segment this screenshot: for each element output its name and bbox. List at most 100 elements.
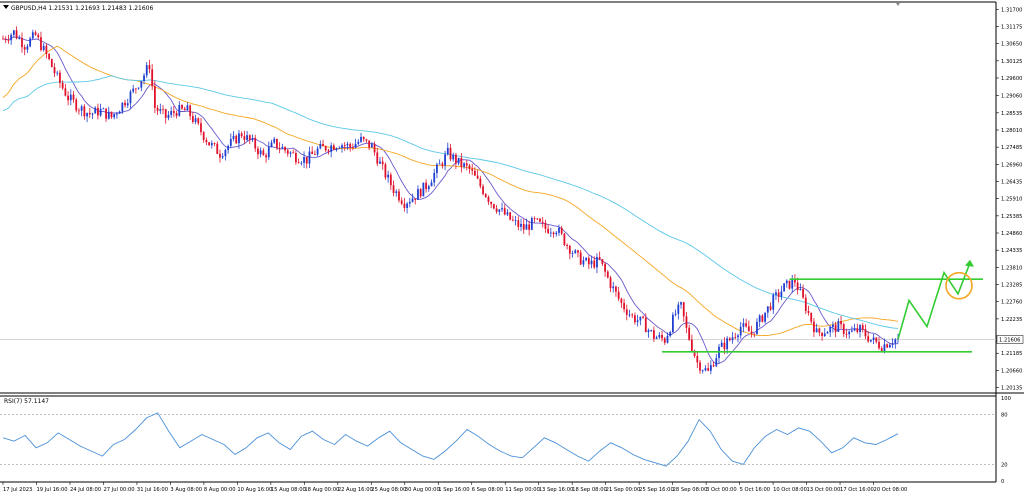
candle-body	[501, 208, 503, 210]
candle-body	[487, 197, 490, 202]
time-tick-label: 22 Aug 16:00	[338, 487, 373, 493]
time-tick-label: 10 Aug 16:00	[237, 487, 272, 493]
candle-body	[78, 110, 80, 112]
candle-body	[202, 132, 205, 140]
candle-body	[124, 102, 126, 106]
candle-body	[615, 286, 617, 292]
candle-body	[661, 334, 663, 339]
scroll-marker-icon[interactable]	[896, 3, 900, 6]
candle-body	[322, 143, 324, 147]
candle-body	[398, 191, 400, 201]
candle-body	[219, 153, 221, 158]
candle-body	[653, 330, 655, 339]
candle-body	[511, 219, 514, 221]
candle-body	[560, 227, 563, 234]
candle-body	[145, 65, 148, 76]
candle-body	[680, 302, 682, 305]
candle-body	[596, 257, 598, 268]
candle-body	[484, 194, 487, 198]
candle-body	[411, 198, 414, 202]
candle-body	[159, 109, 162, 111]
candle-body	[577, 250, 579, 253]
candle-body	[566, 245, 569, 246]
candle-body	[110, 111, 113, 118]
time-tick-label: 1 Sep 16:00	[438, 487, 469, 493]
candle-body	[457, 157, 460, 164]
price-tick-label: 1.26960	[1001, 162, 1022, 168]
candle-body	[376, 152, 379, 164]
candle-body	[872, 337, 875, 340]
candle-body	[720, 342, 723, 347]
price-projection	[897, 259, 974, 340]
candle-body	[132, 88, 135, 92]
time-tick-label: 5 Oct 16:00	[740, 487, 771, 493]
candle-body	[335, 148, 338, 150]
candle-body	[295, 152, 297, 163]
rsi-pane: 100 80 20 0	[0, 396, 1011, 485]
candle-body	[97, 107, 99, 116]
candle-body	[332, 145, 335, 150]
candle-body	[56, 72, 59, 74]
candle-body	[395, 191, 398, 193]
candle-body	[216, 143, 219, 154]
time-tick-label: 3 Aug 08:00	[170, 487, 202, 493]
candle-body	[731, 337, 734, 341]
candle-body	[663, 338, 666, 343]
candle-body	[162, 109, 164, 110]
candle-body	[579, 252, 582, 265]
candle-body	[894, 339, 897, 344]
candle-body	[853, 328, 856, 331]
candle-body	[164, 109, 167, 118]
time-tick-label: 30 Aug 00:00	[405, 487, 440, 493]
time-tick-label: 10 Oct 08:00	[773, 487, 807, 493]
candle-body	[815, 328, 818, 333]
candle-body	[232, 135, 235, 139]
candle-body	[408, 201, 411, 204]
candle-body	[316, 148, 319, 155]
candle-body	[324, 146, 327, 151]
candle-body	[248, 135, 251, 140]
candle-body	[807, 310, 810, 313]
candle-body	[21, 38, 23, 48]
candle-body	[449, 147, 452, 160]
candle-body	[479, 178, 482, 187]
candle-body	[563, 233, 566, 246]
candle-body	[251, 138, 254, 140]
candle-body	[861, 325, 864, 330]
candle-body	[427, 186, 430, 190]
candle-body	[837, 321, 840, 332]
candle-body	[107, 111, 110, 119]
candle-body	[492, 204, 495, 209]
candle-body	[88, 112, 91, 115]
candle-body	[387, 174, 390, 178]
candle-body	[644, 317, 647, 333]
dropdown-arrow-icon[interactable]	[3, 5, 9, 9]
candle-body	[26, 46, 29, 50]
candle-body	[34, 32, 37, 35]
price-tick-label: 1.27485	[1001, 145, 1022, 151]
candle-body	[265, 155, 267, 158]
candle-body	[430, 182, 433, 187]
candle-body	[471, 168, 474, 171]
candle-body	[262, 150, 265, 156]
candle-body	[441, 163, 444, 166]
candle-body	[758, 315, 761, 322]
candle-body	[666, 335, 669, 343]
candle-body	[590, 260, 593, 265]
candle-body	[482, 186, 484, 195]
candle-body	[498, 209, 501, 212]
candle-body	[446, 147, 449, 155]
candle-body	[148, 65, 151, 70]
candle-body	[783, 283, 785, 292]
time-tick-label: 13 Oct 00:00	[807, 487, 841, 493]
candle-body	[555, 232, 558, 235]
candle-body	[140, 81, 143, 88]
candle-body	[769, 306, 772, 310]
candle-body	[151, 69, 154, 87]
candle-body	[452, 154, 455, 160]
candle-body	[183, 108, 186, 111]
candle-body	[379, 161, 381, 164]
candle-body	[685, 316, 688, 328]
